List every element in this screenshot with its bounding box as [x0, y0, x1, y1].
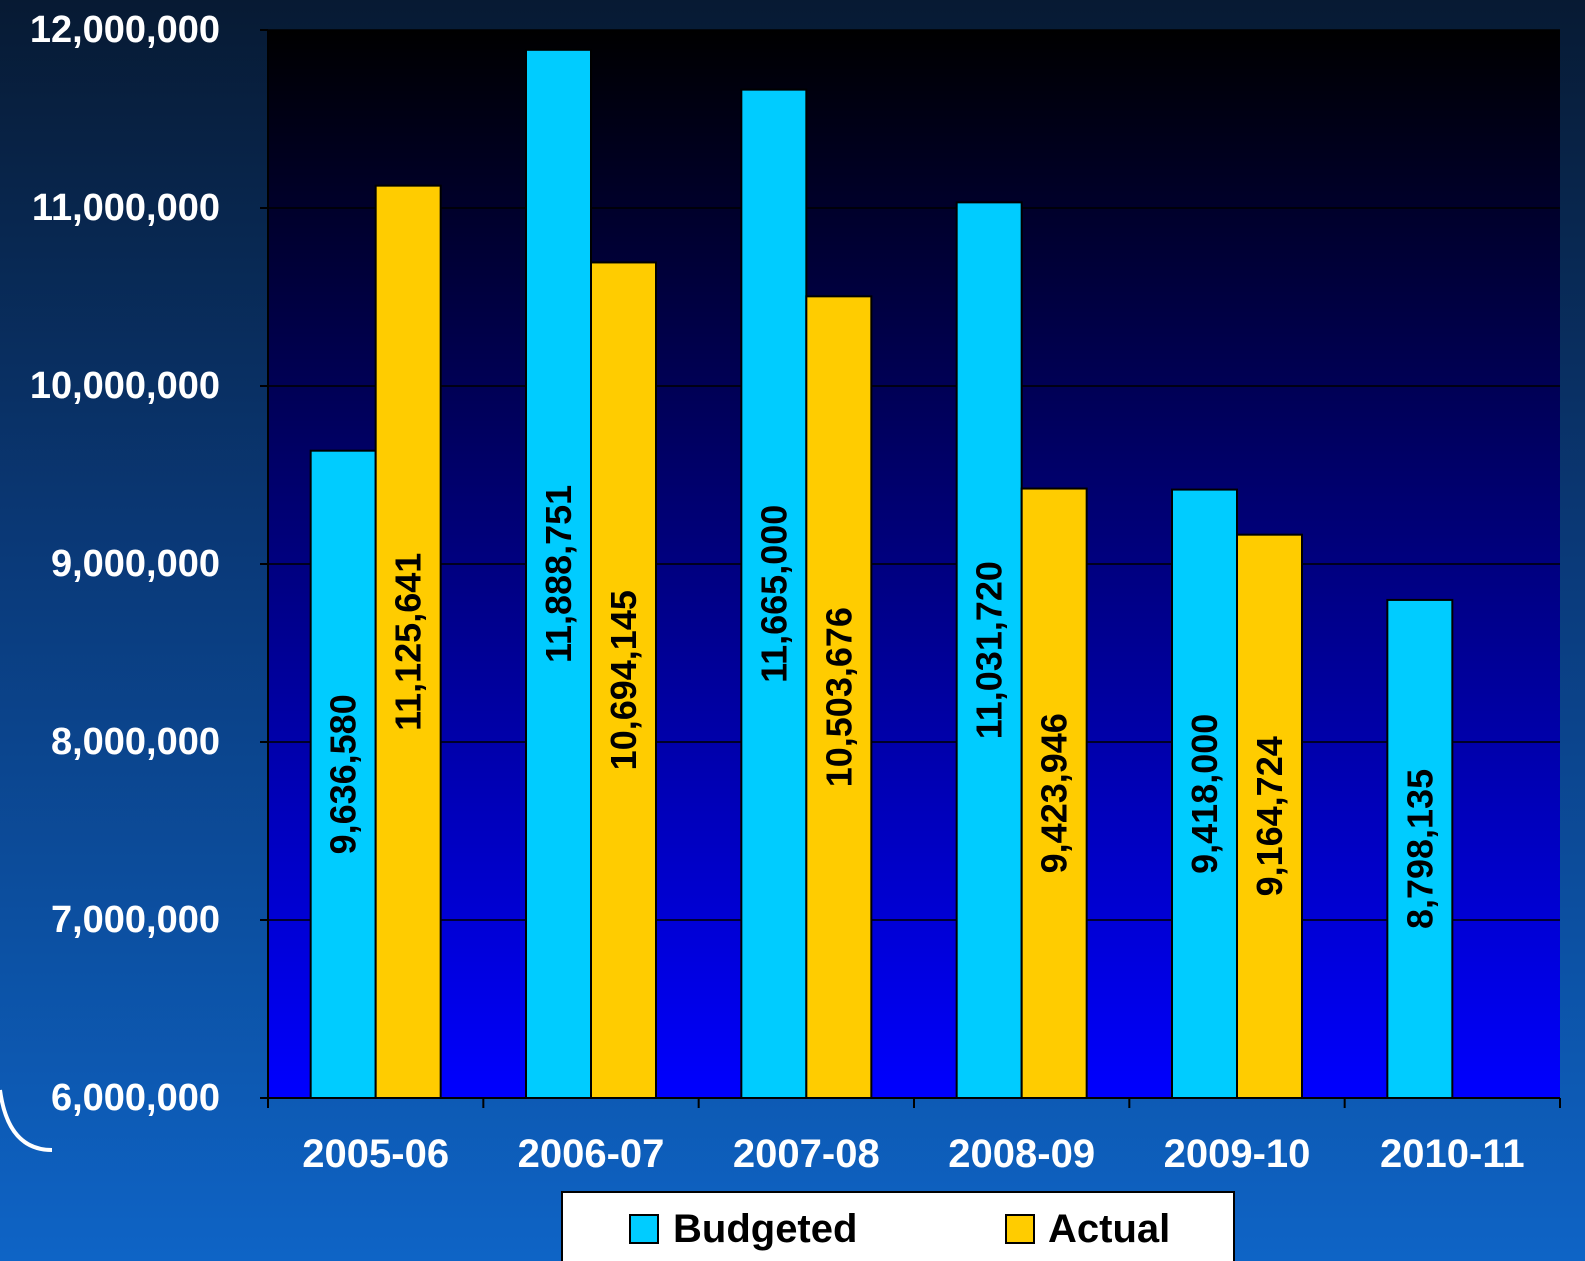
y-tick-label: 11,000,000 [32, 187, 220, 229]
actual-bar-2008-09 [1020, 487, 1088, 1099]
y-tick-label: 7,000,000 [51, 899, 220, 941]
budgeted-data-label: 9,418,000 [1184, 714, 1225, 874]
budgeted-data-label: 11,031,720 [969, 561, 1010, 739]
budgeted-bar-2010-11 [1386, 598, 1454, 1099]
bars [309, 48, 1454, 1100]
y-tick-label: 12,000,000 [30, 9, 220, 51]
x-tick-label: 2008-09 [948, 1132, 1095, 1176]
gridlines [268, 29, 1560, 921]
budgeted-data-label: 11,665,000 [753, 505, 794, 683]
legend-label-budgeted: Budgeted [673, 1207, 857, 1251]
legend-swatch-actual [1005, 1214, 1035, 1244]
y-tick-label: 6,000,000 [51, 1077, 220, 1119]
budgeted-data-label: 8,798,135 [1399, 769, 1440, 929]
actual-data-label: 11,125,641 [388, 553, 429, 731]
legend-label-actual: Actual [1048, 1207, 1170, 1251]
x-tick-label: 2005-06 [302, 1132, 449, 1176]
actual-bar-2009-10 [1236, 533, 1303, 1099]
x-tick-label: 2009-10 [1164, 1132, 1311, 1176]
decorative-arc [0, 1089, 53, 1152]
data-labels: 9,636,580 11,888,751 11,665,000 11,031,720 9… [323, 485, 1441, 929]
actual-bar-2006-07 [590, 261, 657, 1099]
legend-swatch-budgeted [629, 1214, 659, 1244]
x-axis-tick-labels: 2005-06 2006-07 2007-08 2008-09 2009-10 2010-… [302, 1132, 1524, 1176]
budgeted-data-label: 11,888,751 [538, 485, 579, 663]
actual-data-label: 10,503,676 [818, 607, 859, 787]
legend-box [561, 1191, 1235, 1261]
budgeted-data-label: 9,636,580 [323, 694, 364, 854]
x-tick-label: 2007-08 [733, 1132, 880, 1176]
x-tick-label: 2010-11 [1380, 1132, 1525, 1176]
x-tick-label: 2006-07 [518, 1132, 665, 1176]
axes [260, 29, 1561, 1108]
actual-bar-2005-06 [374, 184, 442, 1099]
actual-data-label: 9,423,946 [1034, 713, 1075, 873]
actual-data-label: 10,694,145 [603, 590, 644, 770]
y-tick-label: 8,000,000 [51, 721, 220, 763]
actual-bar-2007-08 [805, 295, 873, 1100]
y-axis-tick-labels: 6,000,000 7,000,000 8,000,000 9,000,000 10,0… [30, 9, 220, 1119]
actual-data-label: 9,164,724 [1249, 736, 1290, 896]
y-tick-label: 10,000,000 [30, 365, 220, 407]
legend: Budgeted Actual [561, 1191, 1235, 1261]
y-tick-label: 9,000,000 [51, 543, 220, 585]
